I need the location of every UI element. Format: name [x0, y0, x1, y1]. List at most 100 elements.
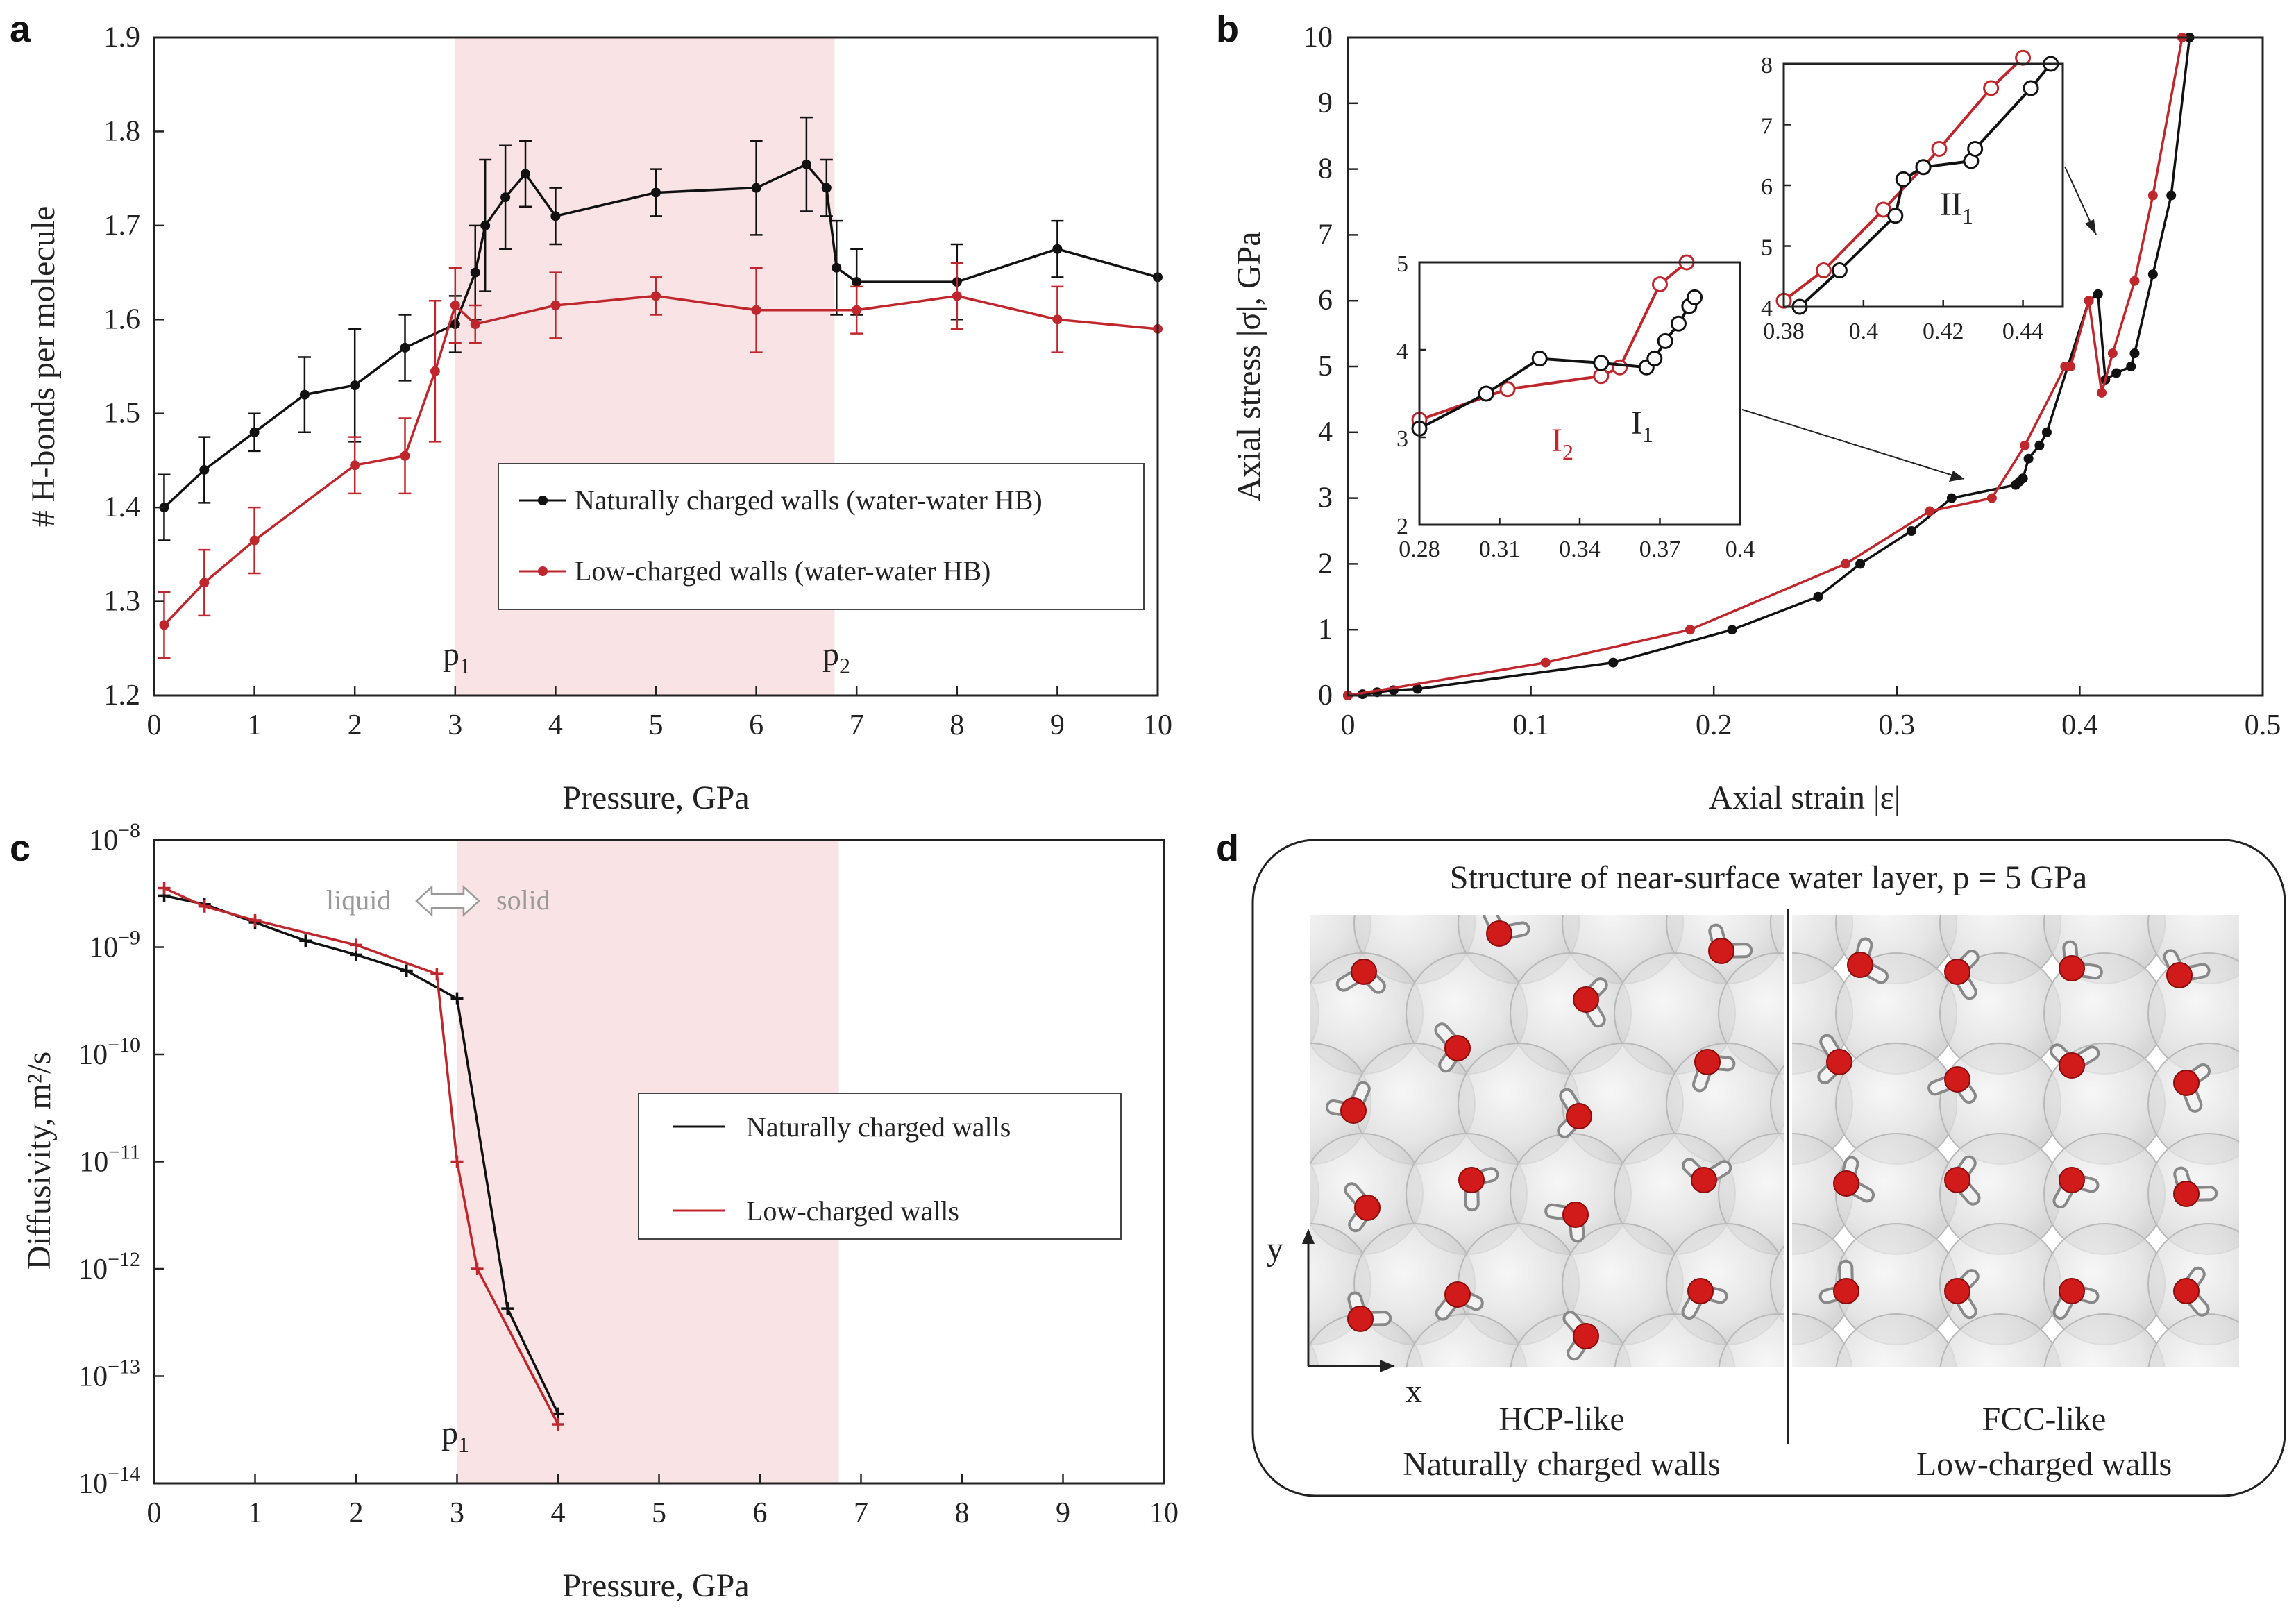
inset-I-black-marker	[1657, 332, 1673, 349]
panel-a-ytick-label: 1.8	[104, 115, 141, 147]
panel-a-legend	[498, 463, 1145, 610]
panel-a-ytick-label: 1.9	[104, 22, 141, 53]
panel-b-data-point	[2018, 473, 2028, 484]
panel-b-ylabel: Axial stress |σ|, GPa	[1231, 231, 1267, 501]
water-oxygen	[2173, 1181, 2200, 1207]
water-oxygen	[2173, 1278, 2200, 1304]
panel-b-ytick-label: 6	[1318, 285, 1333, 317]
panel-a-ytick-label: 1.5	[104, 398, 141, 430]
axis-x-label: x	[1406, 1373, 1422, 1410]
panel-a-ytick-label: 1.3	[104, 586, 141, 618]
water-oxygen	[2059, 955, 2085, 981]
panel-c-series-line	[163, 886, 559, 1425]
wall-atom	[1939, 1313, 2061, 1367]
fcc-caption: FCC-like	[1982, 1401, 2107, 1438]
inset-I-callout-arrow	[1741, 409, 1965, 480]
inset-I-ytick-label: 3	[1396, 426, 1408, 452]
panel-a-xtick-label: 5	[649, 709, 664, 741]
panel-b-data-point	[2126, 362, 2136, 371]
panel-a-xtick-label: 0	[147, 709, 162, 741]
inset-I-black-marker	[1593, 355, 1610, 371]
legend-a-black-label: Naturally charged walls (water-water HB)	[575, 484, 1043, 516]
water-oxygen	[1687, 1278, 1714, 1304]
panel-b-ytick-label: 3	[1318, 482, 1333, 514]
inset-II-black-marker	[1895, 171, 1911, 187]
inset-I-red-marker	[1612, 359, 1628, 376]
panel-a-chart: 0 1 2 3 4 5 6 7 8 9 10 1.2 1.3 1.4 1.5 1.6 1.7 1.8 1.9 Pre…	[25, 22, 1172, 816]
panel-b-ytick-label: 7	[1318, 219, 1333, 251]
liquid-solid-arrow-icon	[415, 885, 480, 917]
water-oxygen	[1444, 1281, 1471, 1308]
wall-atom	[2147, 1313, 2239, 1367]
panel-c-xtick-label: 10	[1149, 1497, 1179, 1529]
inset-I-xtick-label: 0.31	[1479, 537, 1521, 562]
inset-II-red-marker	[1983, 80, 2000, 96]
panel-a-data-point	[550, 211, 561, 221]
panel-c-data-point	[450, 1155, 464, 1168]
inset-I-xtick-label: 0.28	[1399, 537, 1440, 562]
panel-b-ytick-label: 0	[1318, 680, 1333, 711]
panel-b-data-point	[2034, 440, 2045, 450]
panel-c-xtick-label: 4	[551, 1497, 566, 1529]
inset-I-xtick-label: 0.37	[1639, 537, 1681, 562]
panel-b-data-point	[1412, 684, 1423, 694]
panel-b-data-point	[2111, 368, 2122, 378]
panel-b-xtick-label: 0.5	[2245, 709, 2281, 741]
water-oxygen	[1340, 1097, 1367, 1124]
panel-a-data-point	[651, 187, 661, 198]
water-oxygen	[1691, 1167, 1717, 1193]
inset-I-black-marker	[1478, 385, 1494, 402]
panel-b-xtick-label: 0.3	[1879, 709, 1916, 741]
panel-a-ytick-label: 1.6	[104, 303, 141, 335]
inset-II-xtick-label: 0.44	[2002, 319, 2044, 344]
wall-atom	[1614, 1313, 1736, 1367]
panel-b-data-point	[1540, 657, 1551, 668]
panel-a-data-point	[350, 460, 360, 471]
axis-y-label: y	[1267, 1231, 1283, 1267]
panel-d-title: Structure of near-surface water layer, p…	[1450, 859, 2087, 896]
panel-a-ytick-label: 1.2	[104, 680, 141, 711]
inset-II-black-marker	[1887, 208, 1904, 224]
panel-b-data-point	[2066, 362, 2076, 371]
panel-c-data-point	[430, 968, 444, 981]
water-oxygen	[1458, 1167, 1485, 1193]
inset-I-ytick-label: 2	[1396, 514, 1408, 539]
inset-II-xtick-label: 0.42	[1923, 319, 1964, 344]
panel-c-xtick-label: 8	[955, 1497, 970, 1529]
panel-a-data-point	[450, 300, 460, 310]
panel-letter-d: d	[1216, 827, 1239, 869]
panel-b-xtick-label: 0	[1341, 709, 1356, 741]
panel-a-xtick-label: 2	[348, 709, 362, 741]
panel-a-data-point	[1052, 314, 1063, 325]
panel-c-ylabel: Diffusivity, m²/s	[21, 1052, 58, 1270]
legend-a-red-label: Low-charged walls (water-water HB)	[575, 555, 990, 587]
panel-b-ytick-label: 2	[1318, 548, 1333, 580]
inset-I-black-marker	[1646, 351, 1663, 367]
panel-c-ytick-label: 10−11	[79, 1141, 140, 1179]
panel-c-data-point	[552, 1407, 564, 1420]
legend-c-red-label: Low-charged walls	[746, 1195, 959, 1227]
panel-c-data-point	[350, 938, 362, 952]
panel-b-data-point	[1608, 657, 1619, 668]
inset-II-ytick-label: 8	[1761, 53, 1773, 78]
water-oxygen	[1573, 1323, 1599, 1349]
water-oxygen	[1708, 938, 1734, 964]
panel-b-data-point	[1946, 493, 1957, 503]
inset-I-red-marker	[1593, 368, 1610, 385]
wall-atom	[1792, 1313, 1853, 1367]
inset-II-black-marker	[1967, 141, 1984, 157]
panel-c-xtick-label: 1	[248, 1497, 262, 1529]
panel-a-data-point	[1052, 244, 1063, 254]
panel-b-data-point	[2129, 276, 2140, 286]
panel-b-xlabel: Axial strain |ε|	[1709, 779, 1901, 816]
inset-II-ytick-label: 4	[1761, 296, 1773, 321]
panel-c-xtick-label: 0	[147, 1497, 162, 1529]
panel-a-data-point	[852, 277, 862, 287]
panel-b-data-point	[2147, 269, 2158, 280]
inset-II-red-marker	[2015, 49, 2032, 66]
panel-a-ylabel: # H-bonds per molecule	[25, 206, 62, 528]
panel-c-data-point	[471, 1263, 484, 1275]
panel-c-chart: 0 1 2 3 4 5 6 7 8 9 10 10−8 10−9 10−10 10−11 10−12 10−13…	[21, 819, 1179, 1604]
inset-II-xtick-label: 0.4	[1849, 319, 1879, 344]
panel-c-xtick-label: 6	[753, 1497, 768, 1529]
